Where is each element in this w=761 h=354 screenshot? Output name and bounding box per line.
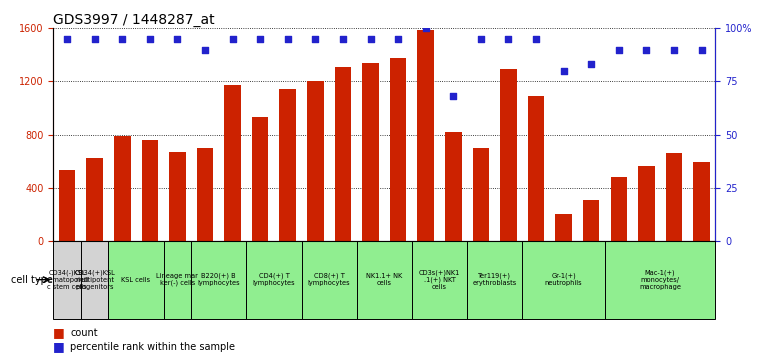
- Point: [199, 47, 211, 52]
- Bar: [500, 69, 517, 241]
- Point: [365, 36, 377, 42]
- Bar: [252, 117, 269, 241]
- Point: [640, 47, 652, 52]
- Bar: [247, 241, 301, 319]
- Bar: [81, 241, 108, 319]
- Bar: [196, 148, 213, 241]
- Text: CD4(+) T
lymphocytes: CD4(+) T lymphocytes: [253, 273, 295, 286]
- Point: [419, 25, 431, 31]
- Point: [475, 36, 487, 42]
- Text: CD8(+) T
lymphocytes: CD8(+) T lymphocytes: [307, 273, 351, 286]
- Point: [447, 93, 460, 99]
- Point: [668, 47, 680, 52]
- Text: CD34(-)KSL
hematopoieti
c stem cells: CD34(-)KSL hematopoieti c stem cells: [45, 269, 89, 290]
- Bar: [417, 30, 434, 241]
- Point: [309, 36, 321, 42]
- Text: NK1.1+ NK
cells: NK1.1+ NK cells: [366, 273, 403, 286]
- Bar: [610, 177, 627, 241]
- Bar: [307, 81, 323, 241]
- Point: [558, 68, 570, 74]
- Bar: [693, 162, 710, 241]
- Bar: [191, 241, 247, 319]
- Text: cell type: cell type: [11, 275, 53, 285]
- Bar: [412, 241, 467, 319]
- Point: [392, 36, 404, 42]
- Bar: [108, 241, 164, 319]
- Text: CD34(+)KSL
multipotent
progenitors: CD34(+)KSL multipotent progenitors: [75, 269, 115, 290]
- Text: Mac-1(+)
monocytes/
macrophage: Mac-1(+) monocytes/ macrophage: [639, 269, 681, 290]
- Point: [254, 36, 266, 42]
- Bar: [53, 241, 81, 319]
- Point: [696, 47, 708, 52]
- Bar: [445, 132, 461, 241]
- Bar: [301, 241, 357, 319]
- Text: KSL cells: KSL cells: [122, 277, 151, 282]
- Text: ■: ■: [53, 341, 65, 353]
- Text: CD3s(+)NK1
.1(+) NKT
cells: CD3s(+)NK1 .1(+) NKT cells: [419, 269, 460, 290]
- Point: [585, 62, 597, 67]
- Point: [171, 36, 183, 42]
- Point: [144, 36, 156, 42]
- Bar: [59, 170, 75, 241]
- Text: percentile rank within the sample: percentile rank within the sample: [70, 342, 235, 352]
- Point: [116, 36, 129, 42]
- Text: B220(+) B
lymphocytes: B220(+) B lymphocytes: [197, 273, 240, 286]
- Bar: [638, 166, 654, 241]
- Point: [613, 47, 625, 52]
- Point: [337, 36, 349, 42]
- Bar: [522, 241, 605, 319]
- Bar: [390, 57, 406, 241]
- Text: Gr-1(+)
neutrophils: Gr-1(+) neutrophils: [545, 273, 582, 286]
- Point: [88, 36, 100, 42]
- Bar: [142, 140, 158, 241]
- Bar: [335, 67, 351, 241]
- Bar: [224, 85, 240, 241]
- Text: Lineage mar
ker(-) cells: Lineage mar ker(-) cells: [157, 273, 199, 286]
- Bar: [169, 152, 186, 241]
- Bar: [279, 89, 296, 241]
- Text: Ter119(+)
erythroblasts: Ter119(+) erythroblasts: [473, 273, 517, 286]
- Bar: [666, 153, 682, 241]
- Text: count: count: [70, 328, 97, 338]
- Text: GDS3997 / 1448287_at: GDS3997 / 1448287_at: [53, 13, 215, 27]
- Point: [530, 36, 542, 42]
- Bar: [362, 63, 379, 241]
- Point: [227, 36, 239, 42]
- Bar: [357, 241, 412, 319]
- Bar: [527, 96, 544, 241]
- Text: ■: ■: [53, 326, 65, 339]
- Point: [61, 36, 73, 42]
- Bar: [583, 200, 600, 241]
- Bar: [467, 241, 522, 319]
- Point: [282, 36, 294, 42]
- Bar: [164, 241, 191, 319]
- Bar: [114, 136, 131, 241]
- Point: [502, 36, 514, 42]
- Bar: [556, 214, 572, 241]
- Bar: [86, 158, 103, 241]
- Bar: [605, 241, 715, 319]
- Bar: [473, 148, 489, 241]
